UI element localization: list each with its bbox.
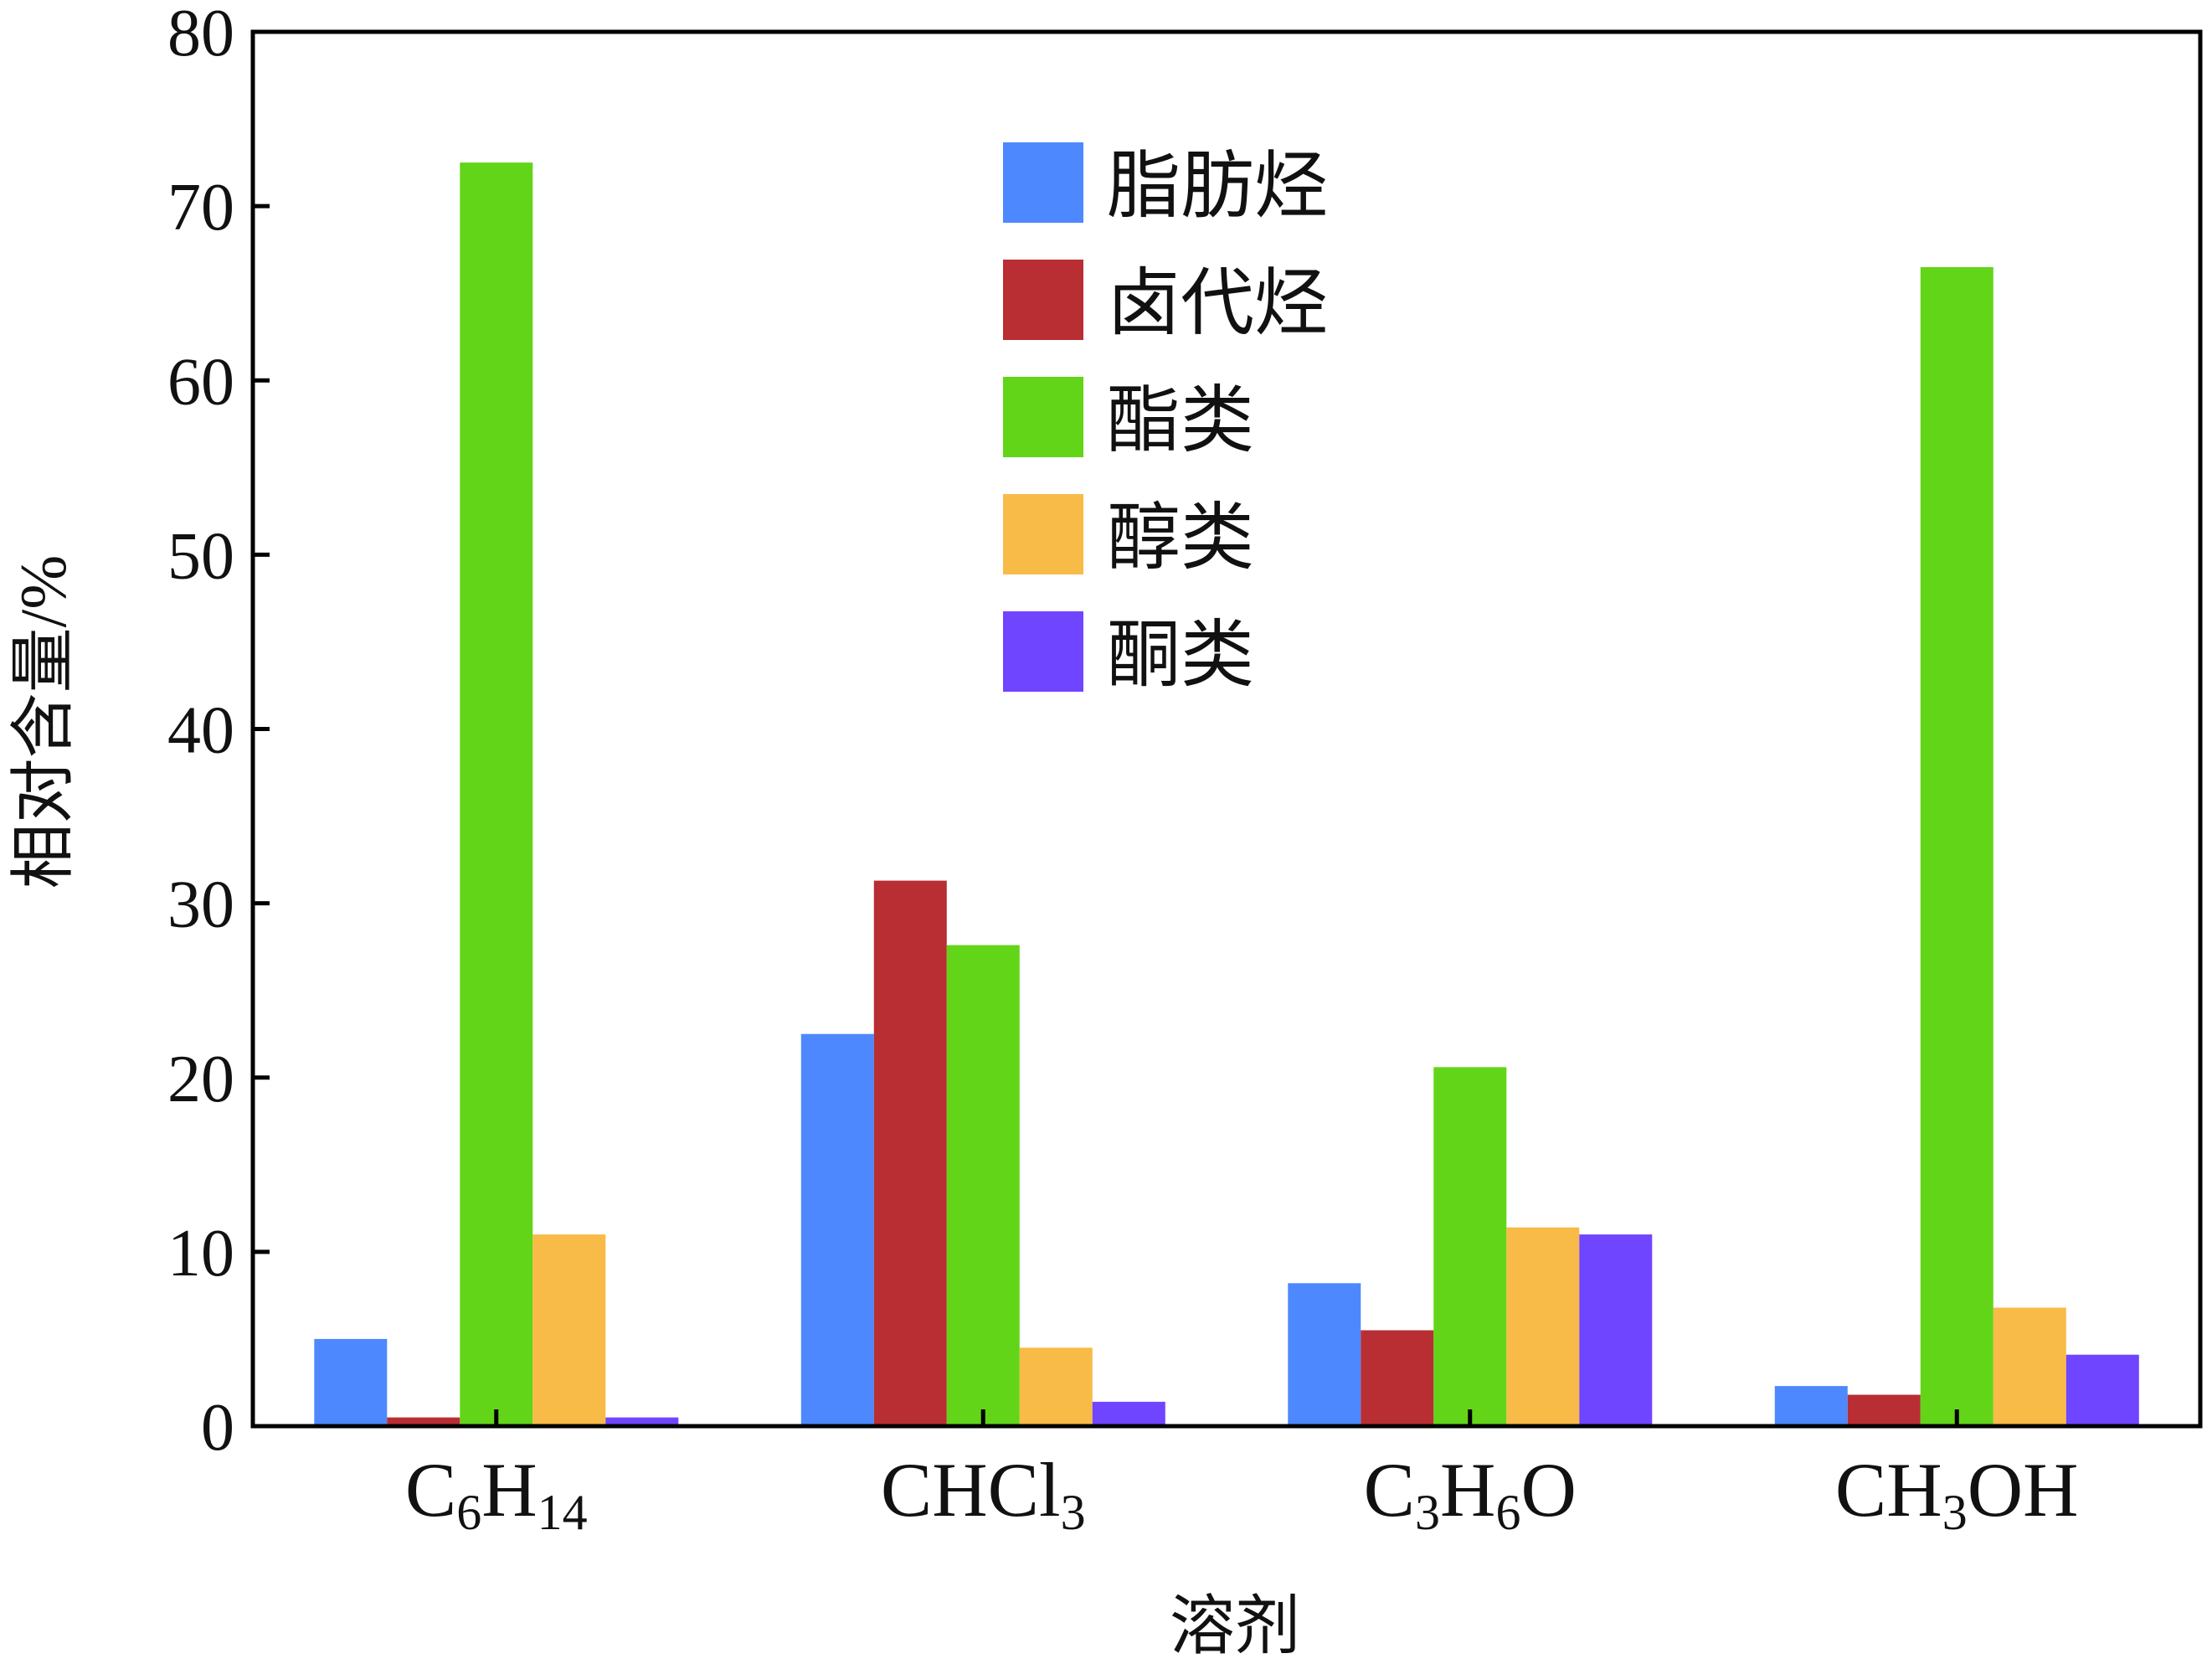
y-tick-label-5: 50 [167,519,234,593]
x-tick-label-0: C6H14 [405,1447,588,1540]
legend-label-5: 酮类 [1107,616,1254,697]
y-tick-label-0: 0 [201,1391,234,1465]
legend-swatch-4 [1003,494,1083,574]
bar-3-2 [946,945,1020,1426]
y-tick-label-4: 40 [167,694,234,768]
bar-5-1 [605,1417,679,1426]
bar-3-1 [460,162,533,1427]
bar-2-2 [873,880,947,1426]
x-axis-label: 溶剂 [1170,1589,1300,1662]
legend-label-1: 脂肪烃 [1107,147,1328,228]
bar-2-3 [1361,1330,1434,1426]
legend-swatch-3 [1003,377,1083,457]
bars-layer [314,162,2139,1427]
bar-2-4 [1847,1394,1921,1426]
y-tick-label-3: 30 [167,868,234,942]
bar-5-2 [1092,1401,1165,1426]
x-tick-label-1: CHCl3 [881,1447,1086,1540]
bar-1-3 [1288,1283,1361,1426]
axes: 0 10 20 30 40 50 60 70 80 C6H14 CHCl3 C3H6O CH3OH [167,0,2203,1540]
legend-swatch-2 [1003,260,1083,340]
legend-swatch-1 [1003,142,1083,223]
legend-label-4: 醇类 [1107,498,1254,580]
plot-frame [250,29,2203,1429]
bar-5-3 [1579,1234,1653,1426]
bar-4-2 [1019,1347,1093,1426]
bar-3-4 [1920,267,1993,1426]
bar-2-1 [387,1417,460,1426]
bar-5-4 [2065,1354,2139,1426]
bar-1-1 [314,1338,388,1426]
bar-1-4 [1774,1386,1848,1426]
y-tick-label-2: 20 [167,1043,234,1116]
y-tick-label-1: 10 [167,1217,234,1290]
bar-4-1 [532,1234,606,1426]
legend-label-2: 卤代烃 [1107,264,1328,345]
bar-1-2 [800,1033,874,1426]
legend-label-3: 酯类 [1107,381,1254,462]
y-tick-label-7: 70 [167,171,234,245]
y-axis-label: 相对含量/% [7,555,80,889]
x-tick-label-3: CH3OH [1835,1447,2079,1540]
bar-3-3 [1433,1067,1507,1426]
y-tick-label-8: 80 [167,0,234,70]
bar-4-3 [1506,1227,1580,1426]
bar-4-4 [1993,1307,2066,1426]
y-tick-label-6: 60 [167,345,234,419]
legend-swatch-5 [1003,611,1083,692]
x-tick-label-2: C3H6O [1364,1447,1577,1540]
